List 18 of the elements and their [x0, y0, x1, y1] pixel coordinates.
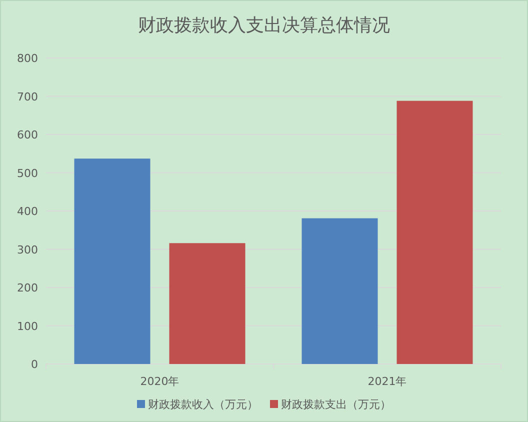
chart-title: 财政拨款收入支出决算总体情况: [138, 15, 390, 36]
bar: [302, 218, 378, 364]
y-tick-label: 400: [17, 205, 38, 218]
bar: [74, 158, 150, 364]
y-tick-label: 600: [17, 128, 38, 142]
bar: [396, 100, 473, 364]
x-tick-label: 2020年: [140, 375, 180, 388]
x-tick-label: 2021年: [368, 375, 407, 388]
legend-label: 财政拨款支出（万元）: [281, 398, 391, 411]
legend-label: 财政拨款收入（万元）: [148, 398, 258, 411]
y-tick-label: 700: [17, 90, 38, 104]
y-tick-label: 100: [17, 320, 38, 333]
y-tick-label: 200: [17, 282, 38, 294]
y-tick-label: 300: [17, 243, 38, 256]
y-tick-label: 500: [17, 166, 38, 180]
y-tick-label: 0: [31, 358, 38, 371]
y-tick-label: 800: [17, 52, 38, 65]
bar: [169, 243, 246, 364]
